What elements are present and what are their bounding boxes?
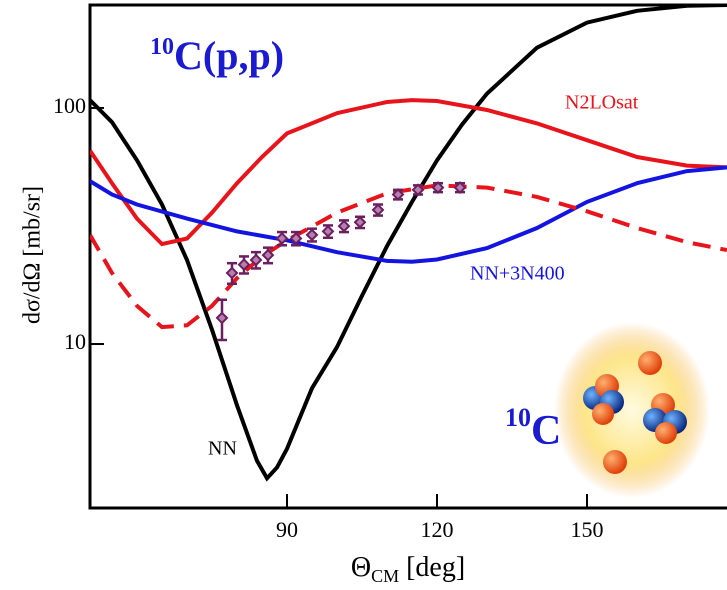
- y-tick-label: 100: [53, 93, 86, 118]
- data-point: [261, 248, 275, 262]
- title-main: C(p,p): [174, 33, 284, 78]
- data-point: [215, 311, 229, 325]
- curve: [90, 98, 727, 247]
- data-point: [289, 232, 303, 245]
- plot-frame: [88, 3, 727, 510]
- data-point: [453, 181, 467, 194]
- data-point: [431, 181, 445, 194]
- chart-title: 10C(p,p): [150, 33, 284, 78]
- x-tick-label: 150: [571, 517, 604, 542]
- data-point: [237, 258, 251, 272]
- data-point: [371, 203, 385, 217]
- data-point: [337, 219, 351, 233]
- data-point: [391, 188, 405, 201]
- x-tick-label: 90: [276, 517, 298, 542]
- curve: [90, 183, 727, 330]
- y-tick-label: 10: [64, 329, 86, 354]
- curve: [90, 5, 727, 482]
- x-label-main: Θ: [351, 552, 371, 583]
- y-axis-label: dσ/dΩ [mb/sr]: [20, 186, 46, 324]
- nucleus-label: 10C: [505, 403, 561, 454]
- data-point: [305, 228, 319, 242]
- x-label-sub: CM: [371, 566, 399, 586]
- x-tick-label: 120: [421, 517, 454, 542]
- nucleus-main: C: [531, 408, 561, 454]
- curve: [90, 165, 727, 264]
- data-point: [225, 266, 239, 280]
- x-axis-label: ΘCM [deg]: [351, 552, 465, 586]
- data-point: [411, 183, 425, 197]
- data-point: [353, 215, 367, 229]
- x-label-rest: [deg]: [399, 552, 465, 583]
- curve-label: N2LOsat: [565, 92, 639, 114]
- data-point: [321, 224, 335, 238]
- nucleus-sup: 10: [505, 403, 531, 432]
- data-point: [275, 232, 289, 245]
- curve-label: NN+3N400: [470, 263, 565, 285]
- curve-label: NN: [208, 438, 237, 460]
- title-sup: 10: [150, 34, 174, 60]
- nucleus-illustration: [554, 322, 710, 498]
- data-point: [249, 253, 263, 267]
